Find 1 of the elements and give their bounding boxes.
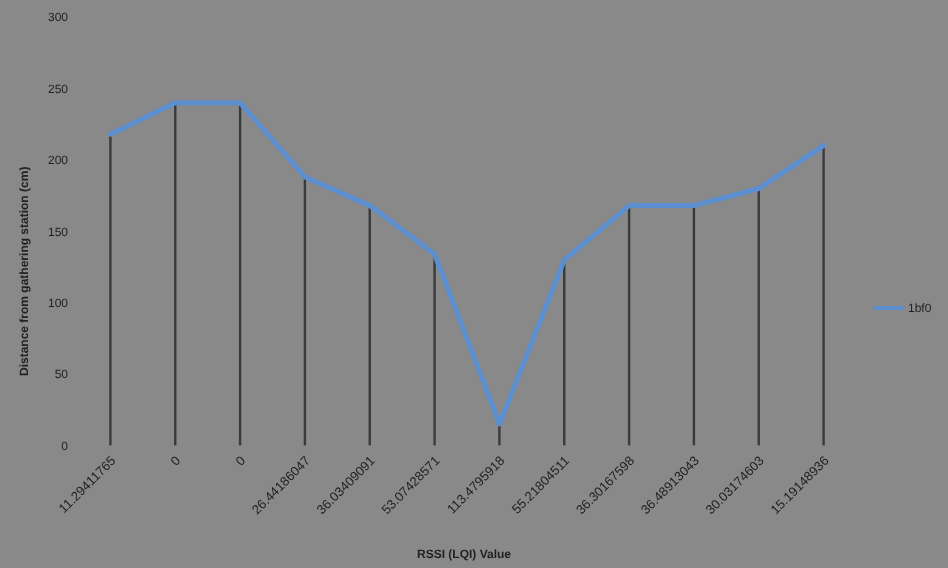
- line-series: [107, 100, 827, 427]
